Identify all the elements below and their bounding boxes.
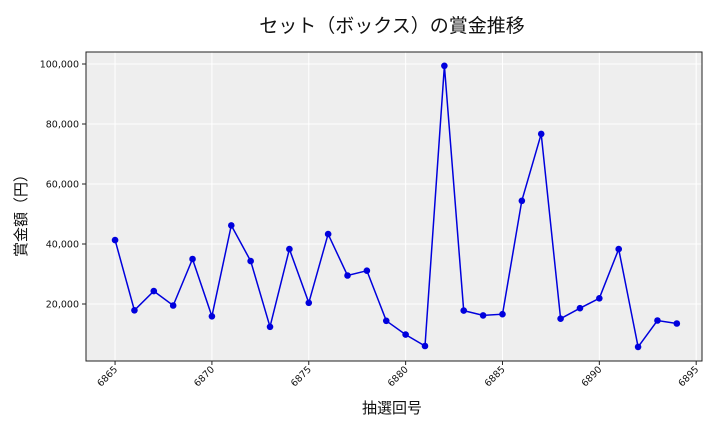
series-line bbox=[114, 65, 677, 349]
data-point bbox=[208, 313, 216, 320]
x-tick-label: 6870 bbox=[192, 364, 217, 389]
data-point bbox=[557, 315, 564, 323]
data-point bbox=[402, 331, 409, 338]
data-point bbox=[576, 304, 584, 312]
x-tick-label: 6895 bbox=[676, 364, 701, 389]
y-tick-label: 60,000 bbox=[46, 180, 79, 191]
data-point bbox=[247, 257, 254, 265]
data-point bbox=[615, 245, 623, 253]
grid bbox=[86, 52, 702, 361]
x-tick-label: 6885 bbox=[483, 364, 508, 389]
x-tick-label: 6880 bbox=[386, 364, 411, 389]
chart-title: セット（ボックス）の賞金推移 bbox=[259, 15, 524, 37]
x-axis-label: 抽選回号 bbox=[362, 399, 422, 417]
x-tick-label: 6890 bbox=[580, 364, 605, 389]
data-point bbox=[634, 343, 642, 351]
data-point bbox=[131, 307, 138, 314]
x-tick-label: 6865 bbox=[95, 364, 120, 389]
data-point bbox=[227, 222, 235, 229]
data-point bbox=[654, 317, 661, 324]
y-axis-label: 賞金額（円） bbox=[12, 167, 30, 257]
data-point bbox=[189, 255, 196, 263]
data-point bbox=[305, 299, 313, 307]
plot-frame bbox=[85, 51, 703, 362]
data-point bbox=[169, 302, 177, 309]
data-point bbox=[479, 312, 487, 319]
y-tick-label: 20,000 bbox=[46, 300, 79, 311]
plot-area bbox=[86, 52, 702, 361]
data-point bbox=[537, 130, 545, 138]
data-point bbox=[363, 267, 371, 275]
data-point bbox=[286, 245, 293, 253]
data-point bbox=[460, 307, 468, 314]
y-tick-label: 80,000 bbox=[46, 120, 79, 131]
data-point bbox=[499, 310, 506, 318]
data-point bbox=[150, 287, 158, 295]
data-point bbox=[111, 236, 119, 244]
data-point bbox=[518, 197, 526, 205]
data-point bbox=[382, 317, 390, 325]
data-point bbox=[324, 230, 332, 238]
data-point bbox=[421, 342, 429, 350]
data-point bbox=[673, 320, 681, 327]
series bbox=[111, 62, 681, 351]
data-point bbox=[596, 295, 603, 302]
y-tick-label: 40,000 bbox=[46, 240, 79, 251]
data-point bbox=[441, 62, 448, 70]
x-tick-label: 6875 bbox=[289, 364, 314, 389]
y-tick-label: 100,000 bbox=[40, 60, 79, 71]
data-point bbox=[266, 323, 274, 331]
data-point bbox=[344, 272, 351, 279]
